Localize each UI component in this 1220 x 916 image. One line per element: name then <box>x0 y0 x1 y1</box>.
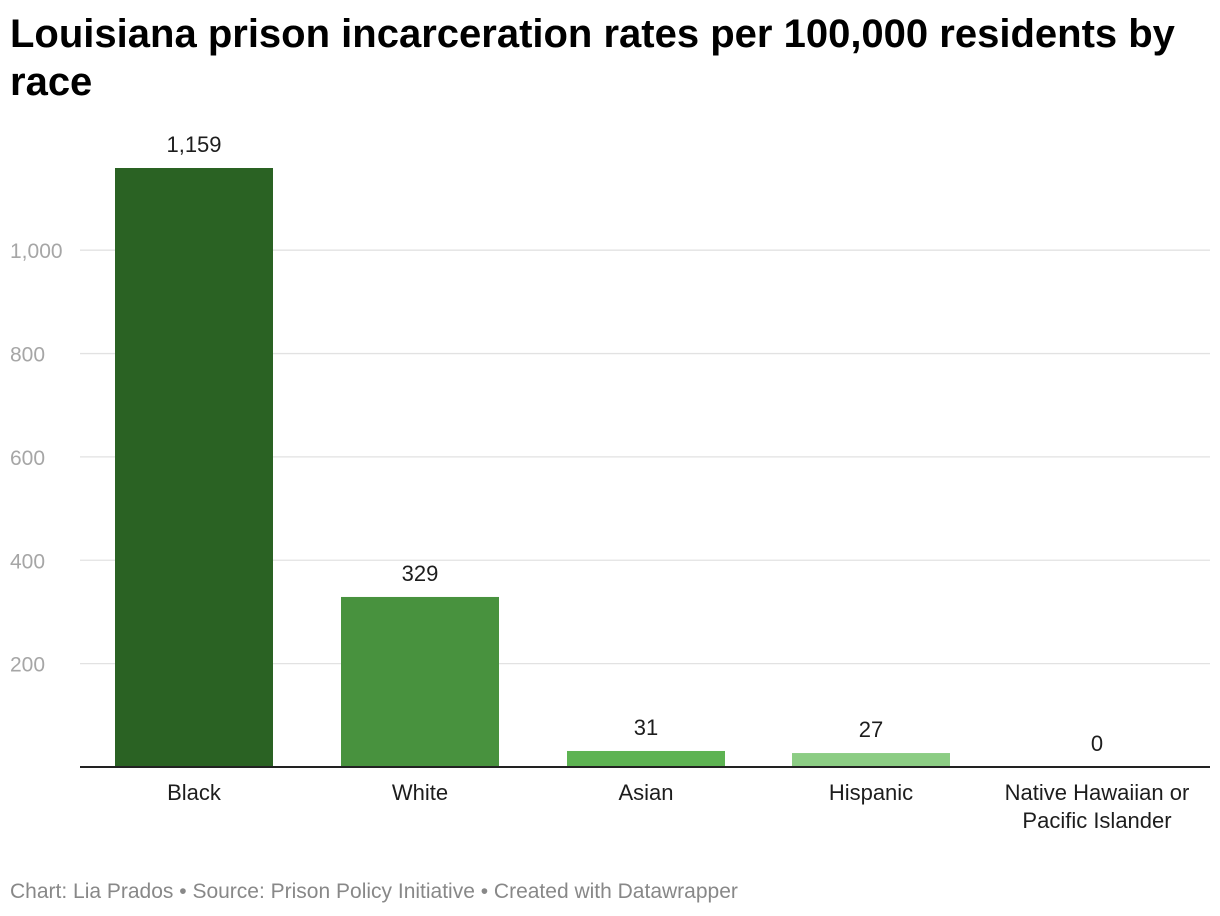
y-tick-label: 1,000 <box>10 240 63 263</box>
y-tick-label: 800 <box>10 344 45 367</box>
bar-value-label: 31 <box>634 715 658 740</box>
chart-title: Louisiana prison incarceration rates per… <box>10 12 1175 104</box>
x-tick-label: Native Hawaiian or Pacific Islander <box>1005 780 1190 833</box>
chart-footer: Chart: Lia Prados • Source: Prison Polic… <box>10 880 738 903</box>
bar-value-label: 27 <box>859 717 883 742</box>
bar-value-label: 329 <box>402 561 439 586</box>
y-tick-label: 400 <box>10 550 45 573</box>
bar <box>567 750 725 767</box>
bar <box>792 753 950 767</box>
y-tick-label: 600 <box>10 447 45 470</box>
bar-value-label: 1,159 <box>166 132 221 157</box>
bar-chart: 200 400 600 800 1,000 1,159 329 31 27 0 Black White… <box>10 132 1210 833</box>
x-tick-label: Black <box>167 780 222 805</box>
x-tick-label: White <box>392 780 448 805</box>
x-tick-label: Hispanic <box>829 780 913 805</box>
bar-value-label: 0 <box>1091 731 1103 756</box>
bar <box>341 596 499 767</box>
y-tick-label: 200 <box>10 654 45 677</box>
bar <box>115 168 273 767</box>
x-tick-label: Asian <box>618 780 673 805</box>
